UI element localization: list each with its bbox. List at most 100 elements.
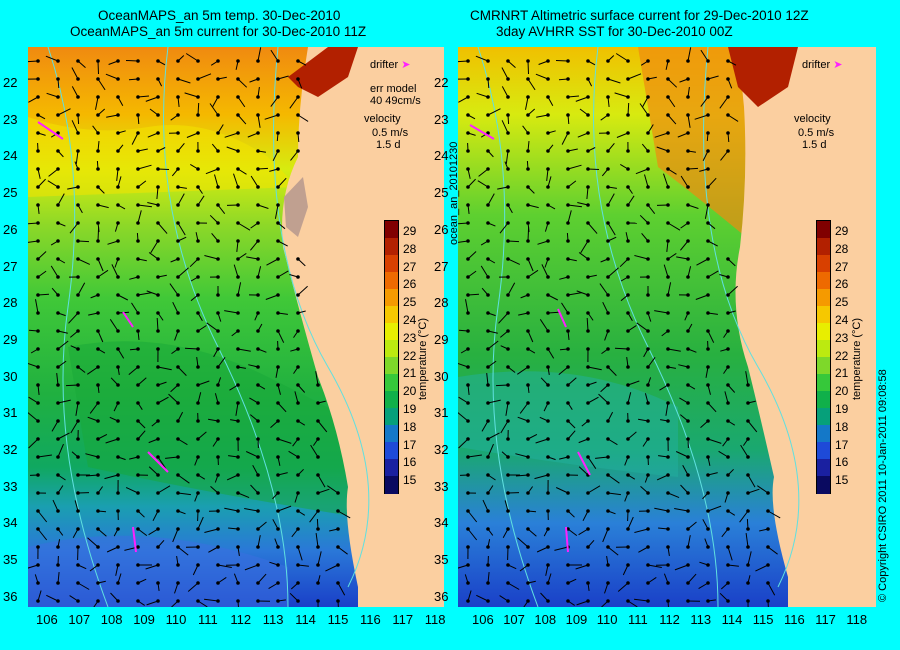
current-arrow <box>627 600 638 607</box>
y-tick-left: 36 <box>3 588 18 604</box>
current-arrow-origin <box>276 239 280 243</box>
current-arrow-origin <box>486 563 490 567</box>
current-arrow <box>277 402 287 413</box>
current-arrow-origin <box>36 275 40 279</box>
current-arrow <box>467 293 480 296</box>
current-arrow-origin <box>156 419 160 423</box>
current-arrow <box>567 164 582 170</box>
current-arrow-origin <box>566 221 570 225</box>
current-arrow-origin <box>586 563 590 567</box>
current-arrow-origin <box>586 95 590 99</box>
current-arrow <box>740 444 749 458</box>
current-arrow-origin <box>276 473 280 477</box>
current-arrow-origin <box>336 491 340 495</box>
current-arrow <box>534 474 549 480</box>
current-arrow-origin <box>276 383 280 387</box>
current-arrow <box>702 519 709 530</box>
current-arrow-origin <box>546 509 550 513</box>
current-arrow-origin <box>76 599 80 603</box>
current-arrow-origin <box>506 293 510 297</box>
current-arrow <box>156 186 159 200</box>
current-arrow-origin <box>686 95 690 99</box>
current-arrow-origin <box>586 167 590 171</box>
current-arrow-origin <box>216 239 220 243</box>
current-arrow-origin <box>626 419 630 423</box>
current-arrow-origin <box>526 113 530 117</box>
current-arrow-origin <box>216 419 220 423</box>
current-arrow-origin <box>646 401 650 405</box>
current-arrow-origin <box>56 563 60 567</box>
current-arrow-origin <box>216 347 220 351</box>
x-tick-left: 118 <box>424 612 446 627</box>
legend-velocity-value: 0.5 m/s <box>798 127 835 139</box>
current-arrow-origin <box>606 491 610 495</box>
current-arrow-origin <box>726 257 730 261</box>
current-arrow <box>616 132 629 138</box>
current-arrow <box>617 582 629 592</box>
current-arrow-origin <box>56 311 60 315</box>
current-arrow-origin <box>746 383 750 387</box>
current-arrow <box>137 204 152 208</box>
current-arrow <box>487 572 490 584</box>
current-arrow-origin <box>666 347 670 351</box>
current-arrow <box>504 500 509 512</box>
current-arrow-origin <box>686 185 690 189</box>
current-arrow <box>687 204 699 209</box>
current-arrow-origin <box>666 527 670 531</box>
current-arrow-origin <box>566 401 570 405</box>
current-arrow-origin <box>56 95 60 99</box>
current-arrow-origin <box>296 293 300 297</box>
current-arrow <box>527 528 537 537</box>
current-arrow-origin <box>236 131 240 135</box>
current-arrow-origin <box>486 473 490 477</box>
x-tick-left: 110 <box>165 612 187 627</box>
current-arrow <box>157 485 171 494</box>
current-arrow <box>165 456 179 459</box>
current-arrow <box>277 330 285 343</box>
current-arrow <box>687 266 692 278</box>
x-tick-right: 107 <box>503 612 525 627</box>
current-arrow-origin <box>526 149 530 153</box>
current-arrow-origin <box>466 221 470 225</box>
current-arrow-origin <box>76 365 80 369</box>
y-tick-right: 33 <box>434 478 449 494</box>
current-arrow-origin <box>96 203 100 207</box>
current-arrow-origin <box>76 563 80 567</box>
current-arrow-origin <box>586 545 590 549</box>
current-arrow-origin <box>56 221 60 225</box>
current-arrow-origin <box>256 455 260 459</box>
current-arrow <box>252 465 259 476</box>
current-arrow-origin <box>236 275 240 279</box>
current-arrow-origin <box>646 455 650 459</box>
current-arrow-origin <box>56 455 60 459</box>
current-arrow-origin <box>216 527 220 531</box>
current-arrow-origin <box>116 203 120 207</box>
current-arrow-origin <box>276 527 280 531</box>
current-arrow <box>567 377 577 386</box>
current-arrow-origin <box>666 185 670 189</box>
current-arrow-origin <box>686 383 690 387</box>
current-arrow <box>536 546 549 553</box>
current-arrow-origin <box>766 581 770 585</box>
current-arrow-origin <box>706 311 710 315</box>
current-arrow-origin <box>136 347 140 351</box>
colorbar-swatch <box>385 238 398 256</box>
current-arrow-origin <box>136 185 140 189</box>
current-arrow-origin <box>666 509 670 513</box>
current-arrow <box>270 96 279 107</box>
drifter-tracks <box>37 121 169 553</box>
current-arrow-origin <box>276 491 280 495</box>
current-arrow-origin <box>236 311 240 315</box>
current-arrow-origin <box>606 113 610 117</box>
current-arrow-origin <box>176 419 180 423</box>
current-arrow <box>37 590 42 602</box>
current-arrow <box>505 150 509 164</box>
current-arrow <box>607 438 618 446</box>
current-arrow <box>174 582 179 594</box>
current-arrow-origin <box>96 221 100 225</box>
current-arrow-origin <box>196 185 200 189</box>
current-arrow-origin <box>76 221 80 225</box>
current-arrow <box>704 204 709 219</box>
current-arrow-origin <box>486 491 490 495</box>
current-arrow-origin <box>96 401 100 405</box>
